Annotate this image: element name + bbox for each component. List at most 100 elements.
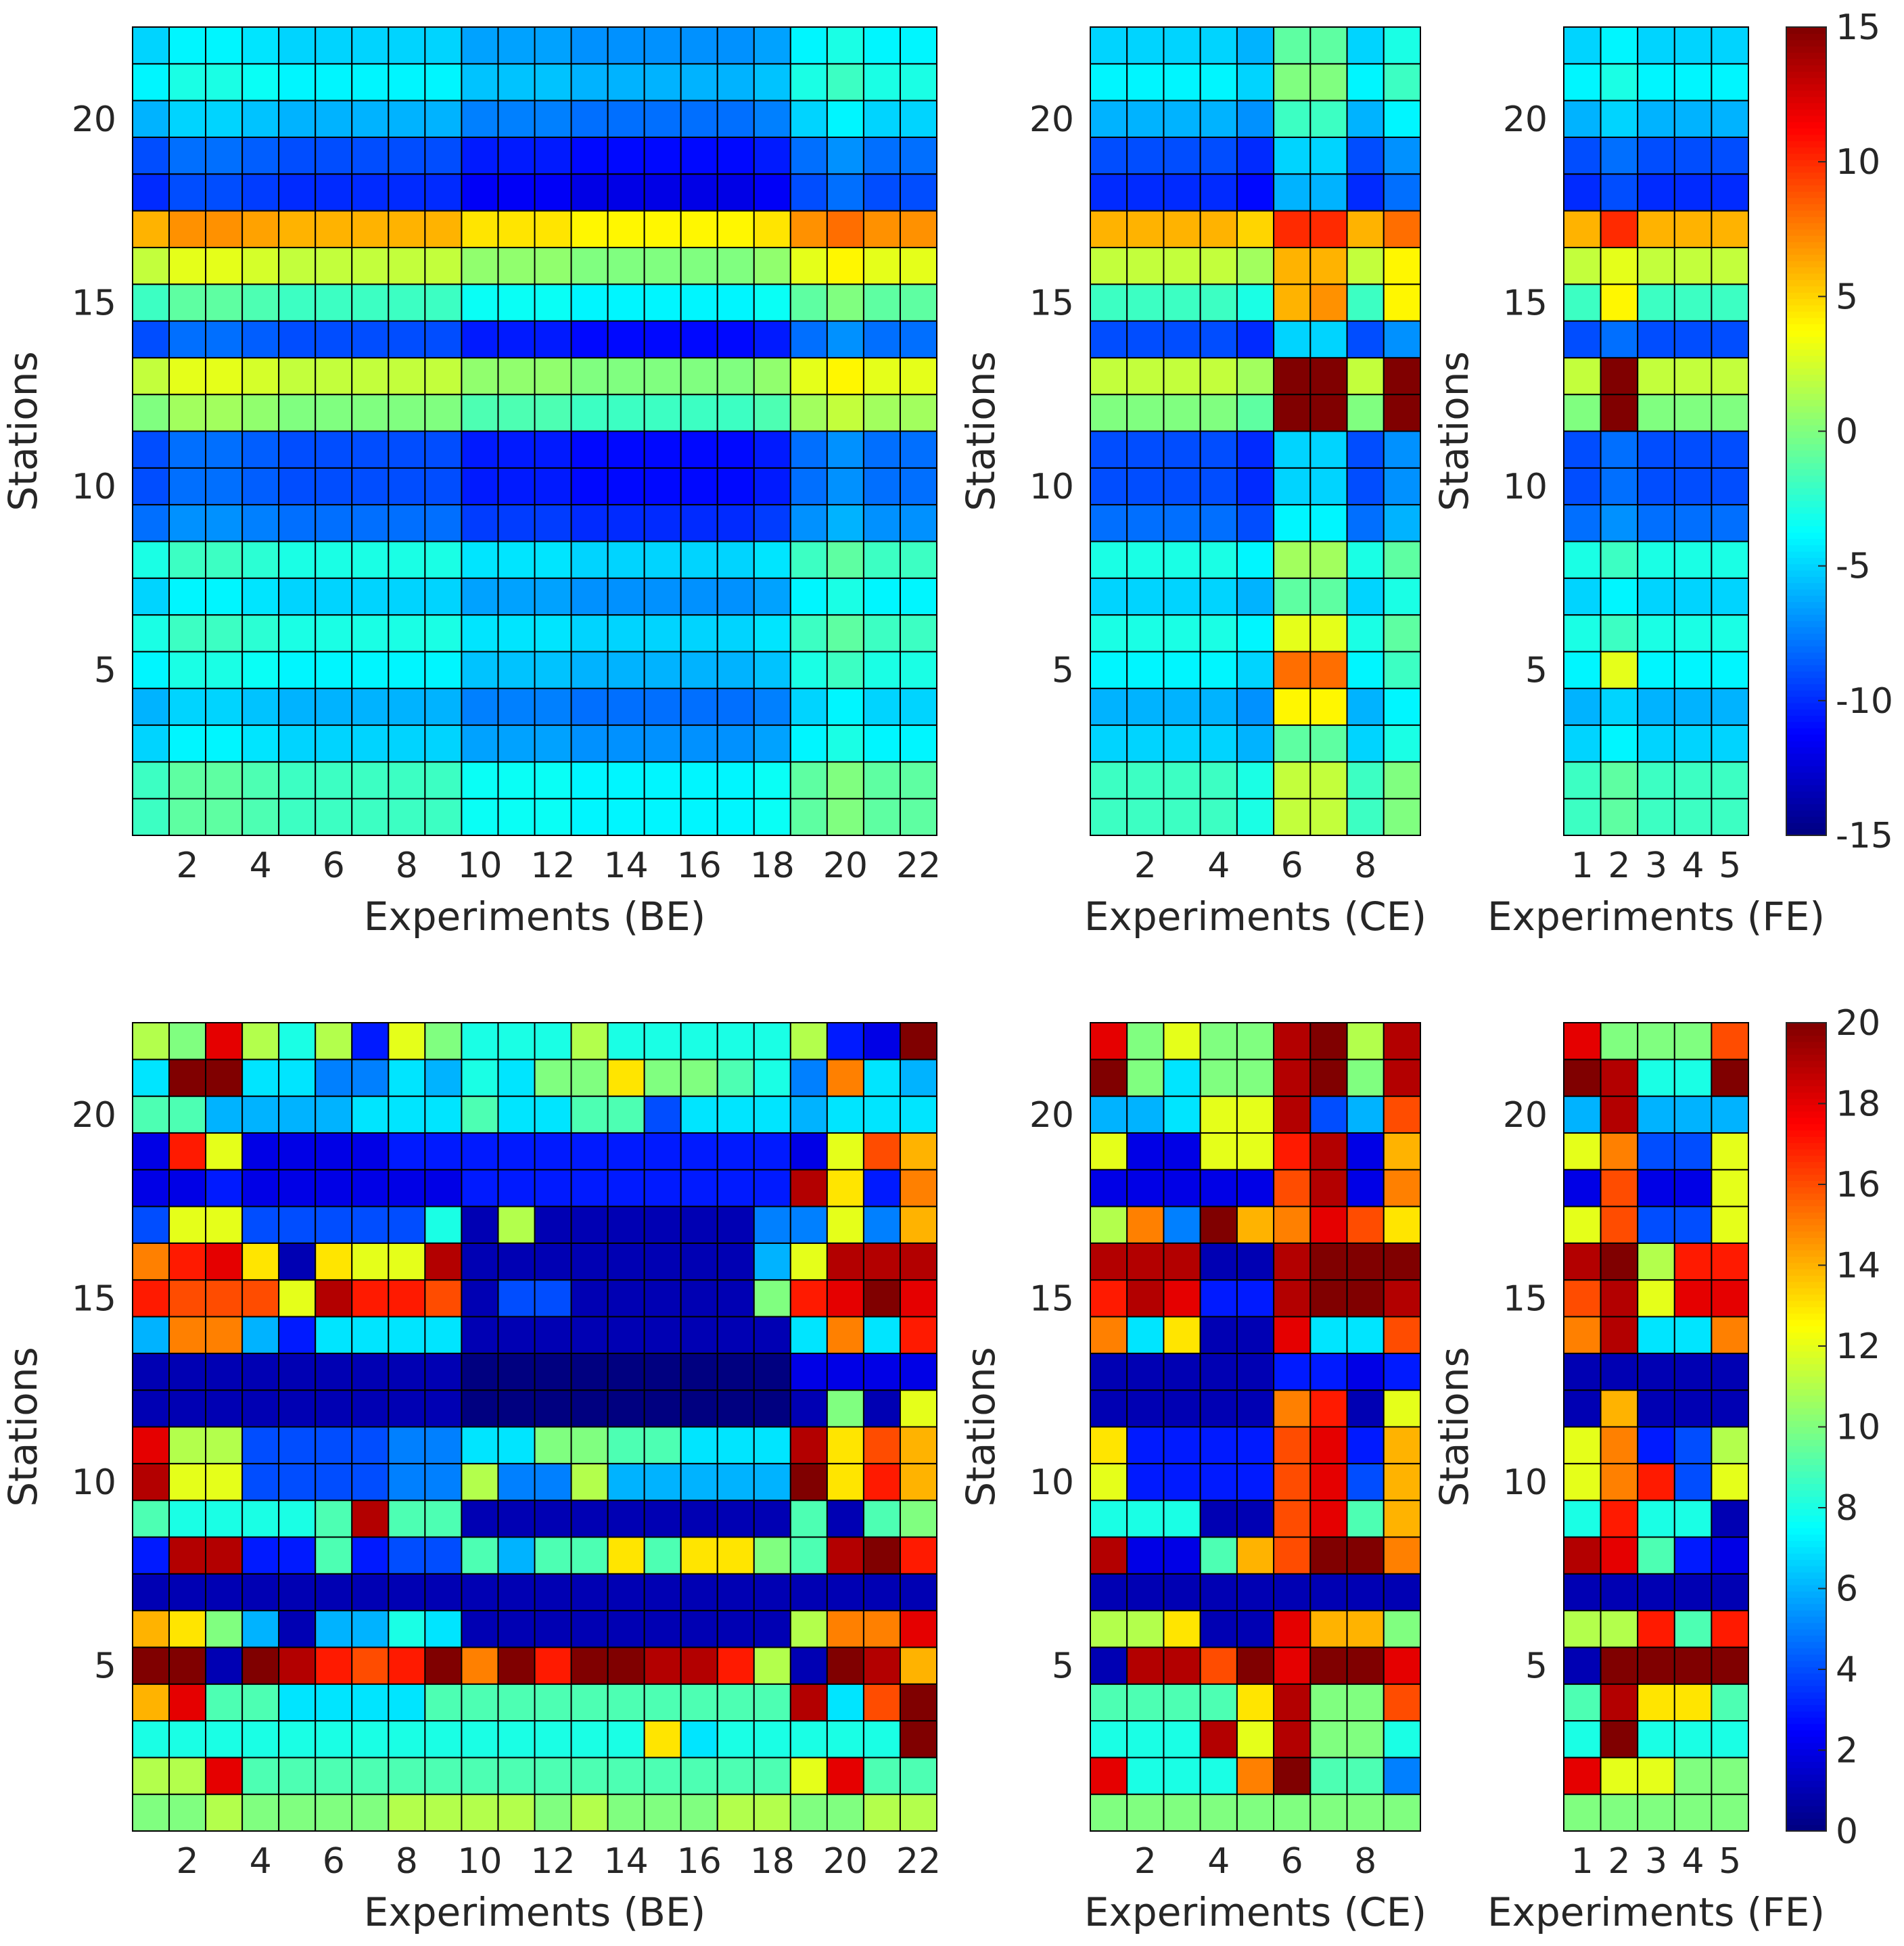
heatmap-cell	[716, 26, 755, 65]
heatmap-cell	[826, 1389, 864, 1428]
colorbar-tick-label: 6	[1836, 1569, 1858, 1610]
heatmap-cell	[1673, 1757, 1713, 1795]
heatmap-cell	[789, 651, 828, 689]
heatmap-cell	[1126, 356, 1165, 396]
colorbar-segment	[1786, 1786, 1826, 1794]
heatmap-cell	[497, 1500, 536, 1538]
heatmap-cell	[570, 540, 609, 579]
heatmap-cell	[388, 1316, 426, 1354]
heatmap-cell	[643, 1683, 682, 1722]
heatmap-cell	[534, 1389, 572, 1428]
heatmap-cell	[862, 283, 901, 322]
colorbar-segment	[1786, 90, 1826, 97]
heatmap-cell	[461, 614, 499, 653]
heatmap-cell	[862, 1022, 901, 1061]
heatmap-cell	[1637, 63, 1675, 101]
heatmap-cell	[1163, 724, 1201, 763]
colorbar-segment	[1786, 1489, 1826, 1497]
heatmap-cell	[716, 1573, 755, 1612]
heatmap-cell	[278, 1573, 317, 1612]
heatmap-cell	[315, 1757, 353, 1795]
heatmap-cell	[1383, 1757, 1422, 1795]
heatmap-cell	[1273, 283, 1311, 322]
heatmap-cell	[570, 136, 609, 175]
heatmap-cell	[826, 1646, 864, 1685]
heatmap-cell	[826, 394, 864, 432]
heatmap-cell	[1383, 1059, 1422, 1097]
heatmap-cell	[1673, 467, 1713, 506]
heatmap-cell	[789, 63, 828, 101]
heatmap-cell	[461, 577, 499, 616]
heatmap-cell	[1163, 63, 1201, 101]
x-tick-label: 6	[1281, 845, 1303, 886]
heatmap-cell	[1273, 63, 1311, 101]
heatmap-cell	[1309, 1059, 1348, 1097]
heatmap-cell	[1673, 1279, 1713, 1318]
heatmap-cell	[862, 687, 901, 726]
heatmap-cell	[1199, 761, 1238, 800]
heatmap-cell	[1273, 1573, 1311, 1612]
colorbar-segment	[1786, 304, 1826, 312]
heatmap-cell	[1273, 1610, 1311, 1648]
x-tick-label: 2	[177, 1841, 199, 1882]
heatmap-cell	[1346, 246, 1385, 285]
heatmap-cell	[424, 173, 463, 212]
heatmap-cell	[1126, 1095, 1165, 1134]
heatmap-cell	[607, 430, 645, 469]
heatmap-cell	[570, 1352, 609, 1391]
heatmap-cell	[607, 1426, 645, 1464]
heatmap-cell	[424, 283, 463, 322]
heatmap-cell	[1199, 540, 1238, 579]
heatmap-cell	[607, 797, 645, 837]
heatmap-cell	[497, 1132, 536, 1171]
heatmap-cell	[424, 246, 463, 285]
heatmap-cell	[643, 1462, 682, 1502]
heatmap-cell	[1711, 797, 1749, 837]
heatmap-cell	[1637, 540, 1675, 579]
heatmap-cell	[1126, 173, 1165, 212]
heatmap-cell	[1309, 1279, 1348, 1318]
heatmap-cell	[132, 1352, 170, 1391]
heatmap-cell	[1711, 1169, 1749, 1207]
colorbar-segment	[1786, 1231, 1826, 1238]
colorbar-segment	[1786, 1546, 1826, 1554]
heatmap-cell	[570, 320, 609, 358]
heatmap-cell	[1199, 1316, 1238, 1354]
heatmap-cell	[205, 797, 243, 837]
heatmap-cell	[534, 246, 572, 285]
heatmap-cell	[1236, 246, 1275, 285]
heatmap-cell	[168, 504, 207, 542]
heatmap-cell	[789, 394, 828, 432]
colorbar-segment	[1786, 1818, 1826, 1826]
heatmap-cell	[351, 1573, 390, 1612]
heatmap-cell	[826, 1205, 864, 1244]
colorbar-tick-label: 10	[1836, 142, 1880, 183]
heatmap-cell	[1309, 356, 1348, 396]
heatmap-cell	[753, 1757, 791, 1795]
heatmap-cell	[1163, 394, 1201, 432]
heatmap-cell	[205, 540, 243, 579]
heatmap-cell	[424, 136, 463, 175]
heatmap-cell	[424, 1610, 463, 1648]
heatmap-cell	[424, 1720, 463, 1759]
colorbar-segment	[1786, 1319, 1826, 1326]
heatmap-cell	[1600, 577, 1639, 616]
heatmap-cell	[1346, 430, 1385, 469]
heatmap-cell	[1346, 724, 1385, 763]
colorbar-tick-label: 8	[1836, 1488, 1858, 1529]
colorbar-segment	[1786, 1648, 1826, 1655]
heatmap-cell	[1236, 577, 1275, 616]
heatmap-cell	[1126, 651, 1165, 689]
heatmap-cell	[388, 1132, 426, 1171]
heatmap-cell	[534, 1720, 572, 1759]
heatmap-cell	[424, 1132, 463, 1171]
heatmap-cell	[680, 797, 718, 837]
heatmap-cell	[1383, 1683, 1422, 1722]
heatmap-cell	[680, 210, 718, 248]
heatmap-cell	[1273, 136, 1311, 175]
heatmap-cell	[1711, 1573, 1749, 1612]
heatmap-cell	[1199, 1793, 1238, 1832]
